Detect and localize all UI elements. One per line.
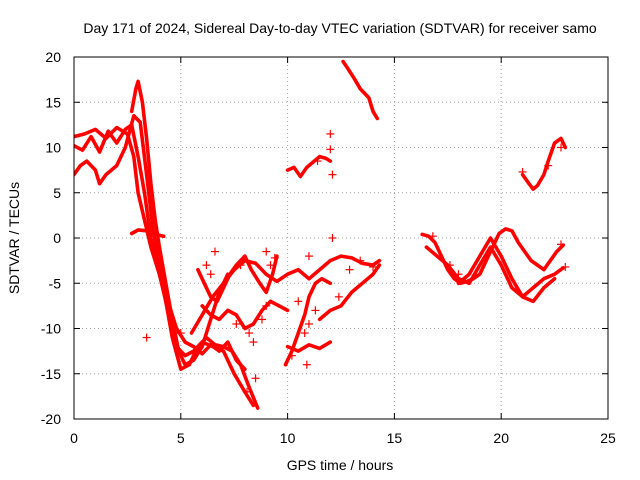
data-point-marker [300,329,309,338]
series-line-arc-5 [129,228,166,238]
plot-frame [73,56,609,420]
series-line-arc-12 [317,263,382,322]
data-point-marker [232,319,241,328]
data-point-marker [243,387,252,396]
data-point-marker [294,297,303,306]
data-point-marker [257,315,266,324]
chart-title: Day 171 of 2024, Sidereal Day-to-day VTE… [83,20,596,36]
series-line-arc-11 [285,154,333,179]
series-line-arc-7 [196,254,279,304]
data-point-marker [311,306,320,315]
x-tick-label: 5 [177,430,185,446]
data-point-marker [142,333,151,342]
data-point-marker [210,247,219,256]
data-point-marker [369,262,378,271]
x-tick-label: 0 [70,430,78,446]
data-point-marker [345,265,354,274]
data-point-marker [561,262,570,271]
x-axis-label: GPS time / hours [287,457,394,473]
series-line-arc-8 [200,299,290,331]
data-point-marker [326,145,335,154]
data-point-marker [287,351,296,360]
data-point-marker [206,270,215,279]
series-line-arc-4 [129,79,230,367]
data-point-marker [313,157,322,166]
y-tick-label: -5 [49,275,62,291]
y-tick-label: -20 [41,411,61,427]
series-layer [74,59,568,410]
data-point-marker [266,261,275,270]
series-line-arc-13 [341,59,380,121]
series-line-arc-2 [74,123,256,408]
data-point-marker [245,329,254,338]
data-point-marker [251,374,260,383]
axis-ticks: 0 5 10 15 20 25 -20 -15 -10 -5 0 5 10 15 20 [41,49,616,446]
data-point-marker [249,338,258,347]
y-tick-label: -15 [41,366,61,382]
y-tick-label: 5 [53,185,61,201]
data-point-marker [326,129,335,138]
x-tick-label: 15 [387,430,403,446]
y-tick-label: 20 [45,49,61,65]
data-point-marker [328,234,337,242]
data-point-marker [334,292,343,301]
x-tick-label: 25 [600,430,616,446]
y-tick-label: -10 [41,321,61,337]
data-point-marker [262,301,271,310]
series-line-arc-16 [456,236,557,304]
data-point-marker [557,143,566,152]
x-tick-label: 20 [493,430,509,446]
plot-area [74,59,570,410]
series-line-arc-14 [420,227,565,286]
data-point-marker [262,247,271,256]
data-point-marker [236,261,245,270]
data-point-marker [518,167,527,176]
data-point-marker [557,240,566,249]
data-point-marker [445,261,454,270]
data-point-marker [176,329,185,338]
series-line-arc-6 [189,254,382,335]
data-point-marker [544,161,553,170]
y-tick-label: 10 [45,140,61,156]
data-point-marker [304,319,313,328]
data-point-marker [454,270,463,279]
y-tick-label: 0 [53,230,61,246]
data-point-marker [428,232,437,241]
series-line-arc-3 [74,114,260,410]
series-line-arc-10 [285,340,333,353]
data-point-marker [304,252,313,261]
data-point-marker [202,261,211,270]
series-line-arc-17 [520,136,568,191]
data-point-marker [302,360,311,369]
data-point-marker [328,170,337,179]
y-tick-label: 15 [45,94,61,110]
data-point-marker [270,253,279,262]
y-axis-label: SDTVAR / TECUs [6,182,22,294]
marker-layer [142,129,570,396]
x-tick-label: 10 [280,430,296,446]
data-point-marker [356,256,365,265]
